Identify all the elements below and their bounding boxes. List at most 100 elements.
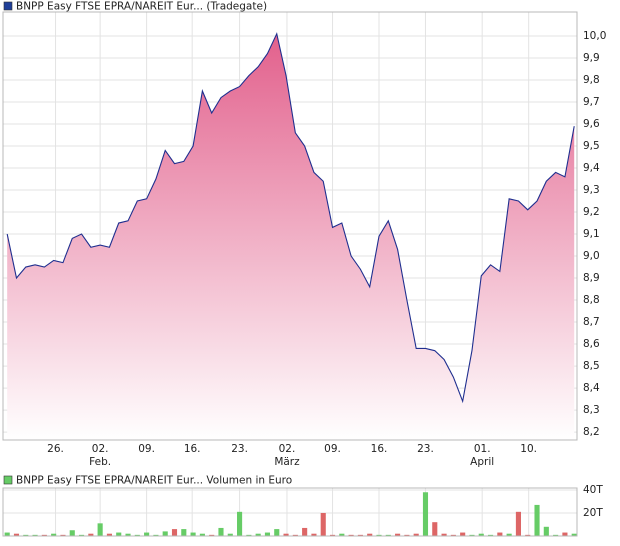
volume-bar bbox=[515, 511, 521, 536]
y-tick-label: 8,6 bbox=[583, 338, 600, 350]
volume-bar bbox=[13, 533, 20, 536]
volume-bar bbox=[106, 533, 112, 536]
volume-title: BNPP Easy FTSE EPRA/NAREIT Eur... Volume… bbox=[16, 475, 292, 487]
x-tick-label: 23. bbox=[231, 443, 248, 455]
y-tick-label: 8,9 bbox=[583, 272, 600, 284]
x-tick-label: 16. bbox=[184, 443, 201, 455]
volume-bar bbox=[69, 530, 75, 536]
volume-bar bbox=[171, 529, 178, 536]
volume-bar bbox=[441, 533, 447, 536]
volume-bar bbox=[329, 534, 336, 536]
volume-bar bbox=[209, 534, 215, 536]
y-tick-label: 9,9 bbox=[583, 52, 600, 64]
volume-bar bbox=[385, 534, 391, 536]
x-tick-label: 02. bbox=[279, 443, 296, 455]
y-tick-label: 9,1 bbox=[583, 228, 600, 240]
volume-bar bbox=[41, 534, 47, 536]
volume-bar bbox=[181, 529, 187, 536]
legend-swatch bbox=[3, 475, 13, 485]
volume-bar bbox=[450, 534, 456, 536]
volume-bar bbox=[543, 526, 549, 536]
volume-bar bbox=[125, 533, 131, 536]
volume-bar bbox=[460, 532, 466, 536]
volume-bar bbox=[413, 533, 419, 536]
y-tick-label: 8,3 bbox=[583, 404, 600, 416]
y-tick-label: 9,5 bbox=[583, 140, 600, 152]
x-tick-label: 26. bbox=[47, 443, 64, 455]
volume-bar bbox=[246, 534, 252, 536]
volume-bar bbox=[534, 504, 540, 536]
volume-bar bbox=[404, 534, 410, 536]
y-tick-label: 9,4 bbox=[583, 162, 600, 174]
price-line bbox=[6, 32, 575, 404]
y-tick-label: 9,3 bbox=[583, 184, 600, 196]
volume-bar bbox=[553, 534, 559, 536]
volume-bar bbox=[292, 534, 298, 536]
volume-bar bbox=[32, 534, 38, 536]
volume-bar bbox=[51, 533, 57, 536]
volume-bar bbox=[562, 532, 568, 536]
volume-bar bbox=[60, 534, 66, 536]
volume-bar bbox=[311, 533, 317, 536]
volume-bar bbox=[497, 532, 503, 536]
y-tick-label: 9,2 bbox=[583, 206, 600, 218]
volume-bar bbox=[237, 511, 243, 536]
volume-bar bbox=[255, 533, 261, 536]
volume-bar bbox=[274, 529, 280, 536]
volume-bar bbox=[264, 532, 271, 536]
volume-bar bbox=[469, 534, 475, 536]
volume-bar bbox=[283, 533, 289, 536]
volume-bar bbox=[320, 512, 326, 536]
volume-bar bbox=[199, 533, 205, 536]
volume-bar bbox=[525, 534, 531, 536]
volume-bar bbox=[487, 534, 494, 536]
volume-bar bbox=[116, 532, 122, 536]
y-tick-label: 8,2 bbox=[583, 426, 600, 438]
volume-bar bbox=[78, 534, 85, 536]
legend-swatch bbox=[3, 1, 13, 11]
volume-bar bbox=[227, 533, 233, 536]
volume-bar bbox=[153, 534, 159, 536]
volume-bar bbox=[302, 527, 308, 536]
plot-frame bbox=[2, 487, 578, 537]
volume-bar bbox=[23, 534, 29, 536]
y-tick-label: 20T bbox=[583, 507, 603, 519]
volume-bar bbox=[218, 527, 224, 536]
volume-bar bbox=[395, 533, 401, 536]
x-tick-label: 01. bbox=[474, 443, 491, 455]
volume-bar bbox=[432, 522, 438, 536]
y-tick-label: 8,5 bbox=[583, 360, 600, 372]
volume-bar bbox=[506, 533, 512, 536]
y-tick-label: 8,7 bbox=[583, 316, 600, 328]
y-tick-label: 9,8 bbox=[583, 74, 600, 86]
volume-bar bbox=[97, 523, 103, 536]
volume-bar bbox=[339, 533, 345, 536]
y-tick-label: 9,0 bbox=[583, 250, 600, 262]
y-tick-label: 9,7 bbox=[583, 96, 600, 108]
volume-bar bbox=[190, 532, 196, 536]
month-label: April bbox=[470, 456, 494, 468]
y-tick-label: 8,4 bbox=[583, 382, 600, 394]
month-label: Feb. bbox=[89, 456, 111, 468]
plot-frame bbox=[2, 11, 578, 441]
y-tick-label: 10,0 bbox=[583, 30, 606, 42]
volume-bar bbox=[367, 533, 373, 536]
x-tick-label: 02. bbox=[92, 443, 109, 455]
volume-bar bbox=[88, 533, 94, 536]
volume-bar bbox=[348, 534, 354, 536]
x-tick-label: 09. bbox=[324, 443, 341, 455]
volume-bar bbox=[571, 533, 577, 536]
chart-title: BNPP Easy FTSE EPRA/NAREIT Eur... (Trade… bbox=[16, 1, 267, 13]
y-tick-label: 8,8 bbox=[583, 294, 600, 306]
volume-bar bbox=[134, 534, 140, 536]
volume-bar bbox=[162, 531, 168, 536]
x-tick-label: 23. bbox=[417, 443, 434, 455]
volume-bar bbox=[4, 532, 10, 536]
y-tick-label: 40T bbox=[583, 484, 603, 496]
volume-bar bbox=[422, 492, 429, 536]
price-area bbox=[7, 33, 575, 440]
x-tick-label: 16. bbox=[371, 443, 388, 455]
volume-bar bbox=[376, 534, 382, 536]
x-tick-label: 10. bbox=[520, 443, 537, 455]
